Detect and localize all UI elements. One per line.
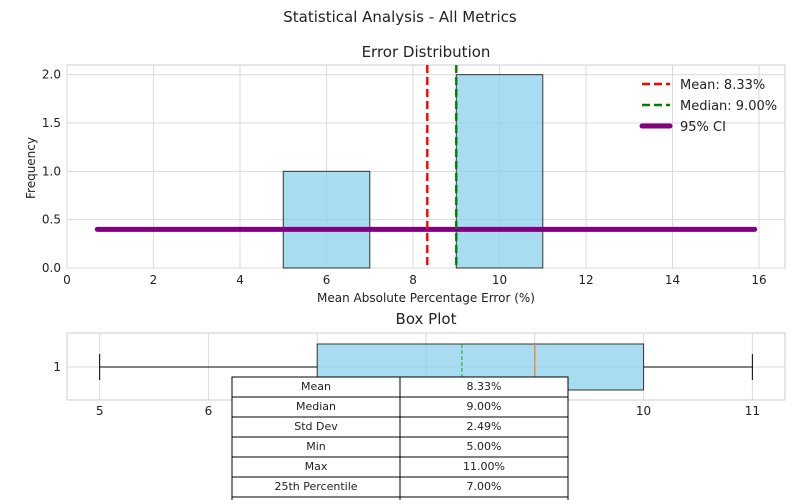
histogram-y-tick-label: 2.0 (42, 68, 61, 82)
stats-table-value: 11.00% (463, 460, 505, 473)
histogram-y-ticks: 0.0 0.5 1.0 1.5 2.0 (42, 68, 61, 275)
histogram-x-tick-label: 16 (751, 273, 766, 287)
stats-table-value: 5.00% (467, 440, 502, 453)
histogram-x-tick-label: 14 (665, 273, 680, 287)
stats-table-row: Mean 8.33% (231, 376, 569, 398)
legend-label: 95% CI (680, 120, 726, 135)
legend-entry-ci: 95% CI (639, 120, 726, 135)
figure-title: Statistical Analysis - All Metrics (283, 8, 517, 26)
stats-table-row (231, 496, 569, 500)
histogram-x-tick-label: 4 (236, 273, 244, 287)
stats-table-value: 7.00% (467, 480, 502, 493)
histogram-x-tick-label: 6 (323, 273, 331, 287)
histogram-y-tick-label: 1.5 (42, 116, 61, 130)
boxplot-x-tick-label: 10 (636, 404, 651, 418)
histogram-x-axis-label: Mean Absolute Percentage Error (%) (317, 291, 535, 305)
stats-table-label: Mean (301, 380, 331, 393)
stats-table-label: 25th Percentile (274, 480, 357, 493)
stats-table-label: Std Dev (294, 420, 338, 433)
histogram-bar (282, 170, 371, 269)
legend-label: Mean: 8.33% (680, 78, 765, 93)
histogram-legend: Mean: 8.33% Median: 9.00% 95% CI (639, 78, 777, 135)
boxplot-title: Box Plot (396, 310, 457, 328)
boxplot-x-tick-label: 5 (96, 404, 104, 418)
histogram-y-tick-label: 1.0 (42, 164, 61, 178)
stats-table-label: Min (306, 440, 326, 453)
histogram-y-axis-label: Frequency (24, 137, 38, 199)
histogram-plot-area (66, 64, 786, 269)
histogram-title: Error Distribution (362, 43, 491, 61)
histogram-x-tick-label: 8 (409, 273, 417, 287)
histogram-x-tick-label: 2 (150, 273, 158, 287)
boxplot-x-tick-label: 6 (205, 404, 213, 418)
histogram-bar (455, 74, 544, 269)
stats-table-value: 2.49% (467, 420, 502, 433)
histogram-x-ticks: 0 2 4 6 8 10 12 14 16 (63, 273, 767, 287)
stats-table-label: Max (305, 460, 328, 473)
stats-table-value: 9.00% (467, 400, 502, 413)
stats-table: Mean 8.33% Median 9.00% Std Dev 2.49% Min 5.00%… (231, 376, 569, 500)
stats-table-row: Std Dev 2.49% (231, 416, 569, 438)
histogram-x-tick-label: 0 (63, 273, 71, 287)
stats-table-row: Median 9.00% (231, 396, 569, 418)
legend-label: Median: 9.00% (680, 99, 777, 114)
histogram-bars (282, 74, 544, 269)
histogram-x-tick-label: 10 (492, 273, 507, 287)
stats-table-row: Max 11.00% (231, 456, 569, 478)
legend-entry-mean: Mean: 8.33% (642, 78, 765, 93)
histogram-reference-lines (94, 65, 758, 268)
legend-entry-median: Median: 9.00% (642, 99, 777, 114)
stats-table-label: Median (296, 400, 336, 413)
stats-table-row: 25th Percentile 7.00% (231, 476, 569, 498)
stats-table-label-cell (231, 496, 401, 500)
histogram-chart: Error Distribution 0 2 4 6 8 10 12 14 16 0.0 0.5 1… (24, 43, 786, 305)
stats-table-value: 8.33% (467, 380, 502, 393)
histogram-y-tick-label: 0.0 (42, 261, 61, 275)
stats-table-value-cell (399, 496, 569, 500)
histogram-x-tick-label: 12 (578, 273, 593, 287)
histogram-y-tick-label: 0.5 (42, 213, 61, 227)
boxplot-y-tick-label: 1 (53, 360, 61, 374)
stats-table-row: Min 5.00% (231, 436, 569, 458)
boxplot-x-tick-label: 11 (745, 404, 760, 418)
